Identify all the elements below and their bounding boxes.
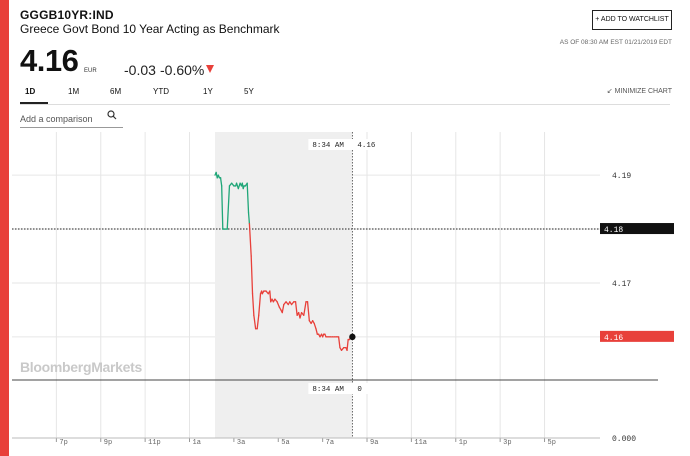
x-tick-label: 7p: [59, 439, 67, 447]
y-tick-label: 4.17: [612, 280, 631, 289]
volume-value-label: 0: [357, 386, 362, 394]
volume-time-label: 8:34 AM: [312, 386, 344, 394]
tab-ytd[interactable]: YTD: [153, 87, 169, 96]
x-axis-ticks: 7p 9p 11p 1a 3a 5a 7a 9a 11a 1p 3p 5p: [12, 437, 600, 447]
price-segment: [276, 301, 281, 308]
search-icon[interactable]: [107, 110, 117, 120]
crosshair-time-label: 8:34 AM: [312, 142, 344, 150]
add-to-watchlist-button[interactable]: + ADD TO WATCHLIST: [592, 10, 672, 30]
bloomberg-markets-watermark: BloombergMarkets: [20, 359, 143, 375]
ticker-symbol: GGGB10YR:IND: [20, 8, 114, 22]
price-segment: [294, 301, 298, 316]
x-tick-label: 9p: [104, 439, 112, 447]
x-tick-label: 3a: [237, 439, 245, 447]
tab-1y[interactable]: 1Y: [203, 87, 213, 96]
tabs-divider: [20, 104, 670, 105]
tab-1m[interactable]: 1M: [68, 87, 80, 96]
tab-6m[interactable]: 6M: [110, 87, 122, 96]
price-segment: [247, 212, 251, 225]
x-tick-label: 5p: [548, 439, 556, 447]
y-tick-label: 4.19: [612, 172, 631, 181]
collapse-icon: ↙: [606, 88, 613, 95]
price-series: [214, 171, 354, 351]
last-price: 4.16: [20, 43, 79, 78]
minimize-chart-button[interactable]: ↙ MINIMIZE CHART: [607, 87, 672, 95]
comparison-search-input[interactable]: [20, 110, 123, 128]
crosshair-value-label: 4.16: [357, 142, 376, 150]
price-segment: [337, 336, 341, 349]
x-tick-label: 3p: [503, 439, 511, 447]
price-change-percent: -0.60%: [160, 62, 205, 78]
price-segment: [303, 301, 307, 316]
as-of-timestamp: AS OF 08:30 AM EST 01/21/2019 EDT: [559, 39, 672, 46]
tab-5y[interactable]: 5Y: [244, 87, 254, 96]
price-segment: [246, 182, 250, 214]
price-segment: [251, 293, 255, 316]
tab-1d[interactable]: 1D: [25, 87, 36, 96]
price-segment: [253, 314, 257, 330]
x-tick-label: 9a: [370, 439, 378, 447]
price-segment: [346, 338, 349, 351]
price-segment: [226, 185, 231, 230]
price-segment: [281, 303, 285, 314]
x-tick-label: 1a: [193, 439, 201, 447]
x-tick-label: 11a: [414, 439, 427, 447]
last-price-marker: [349, 333, 356, 341]
price-segment: [269, 290, 272, 303]
x-tick-label: 7a: [326, 439, 334, 447]
active-tab-indicator: [20, 102, 48, 104]
price-segment: [219, 177, 223, 187]
last-price-tag: [600, 330, 674, 342]
down-arrow-icon: [206, 65, 214, 73]
price-segment: [306, 301, 310, 322]
price-segment: [237, 182, 241, 190]
volume-tag: [308, 383, 369, 394]
price-segment: [313, 322, 317, 330]
y-axis-ticks: 4.194.184.174.16: [612, 172, 631, 343]
x-tick-label: 1p: [459, 439, 467, 447]
last-price-tag-label: 4.16: [604, 334, 623, 343]
price-segment: [250, 255, 254, 295]
price-segment: [258, 293, 262, 316]
x-tick-label: 5a: [281, 439, 289, 447]
volume-axis-label: 0.000: [612, 435, 636, 444]
prev-close-tag-label: 4.18: [604, 226, 623, 235]
price-segment: [315, 328, 318, 335]
price-segment: [221, 185, 224, 230]
price-segment: [256, 314, 260, 330]
minimize-label: MINIMIZE CHART: [614, 88, 672, 95]
price-segment: [248, 223, 252, 257]
prev-close-tag: [600, 223, 674, 235]
price-segment: [299, 311, 303, 319]
price-change: -0.03: [124, 62, 156, 78]
crosshair-tag: [308, 139, 383, 150]
x-tick-label: 11p: [148, 439, 161, 447]
currency-label: EUR: [84, 68, 97, 74]
security-name: Greece Govt Bond 10 Year Acting as Bench…: [20, 22, 280, 36]
accent-bar: [0, 0, 9, 456]
